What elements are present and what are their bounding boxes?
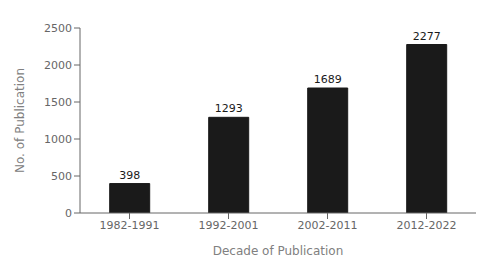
svg-text:1500: 1500 [44, 96, 72, 109]
svg-text:1000: 1000 [44, 133, 72, 146]
svg-text:1293: 1293 [215, 102, 243, 115]
svg-text:Decade of Publication: Decade of Publication [213, 244, 344, 258]
svg-text:2000: 2000 [44, 59, 72, 72]
svg-text:500: 500 [51, 170, 72, 183]
svg-text:2500: 2500 [44, 22, 72, 35]
svg-text:2012-2022: 2012-2022 [397, 219, 457, 232]
svg-text:1689: 1689 [314, 73, 342, 86]
svg-text:1982-1991: 1982-1991 [100, 219, 160, 232]
svg-text:No. of Publication: No. of Publication [13, 68, 27, 173]
svg-text:2277: 2277 [413, 30, 441, 43]
svg-text:1992-2001: 1992-2001 [199, 219, 259, 232]
svg-text:398: 398 [119, 169, 140, 182]
svg-text:2002-2011: 2002-2011 [298, 219, 358, 232]
svg-text:0: 0 [65, 207, 72, 220]
